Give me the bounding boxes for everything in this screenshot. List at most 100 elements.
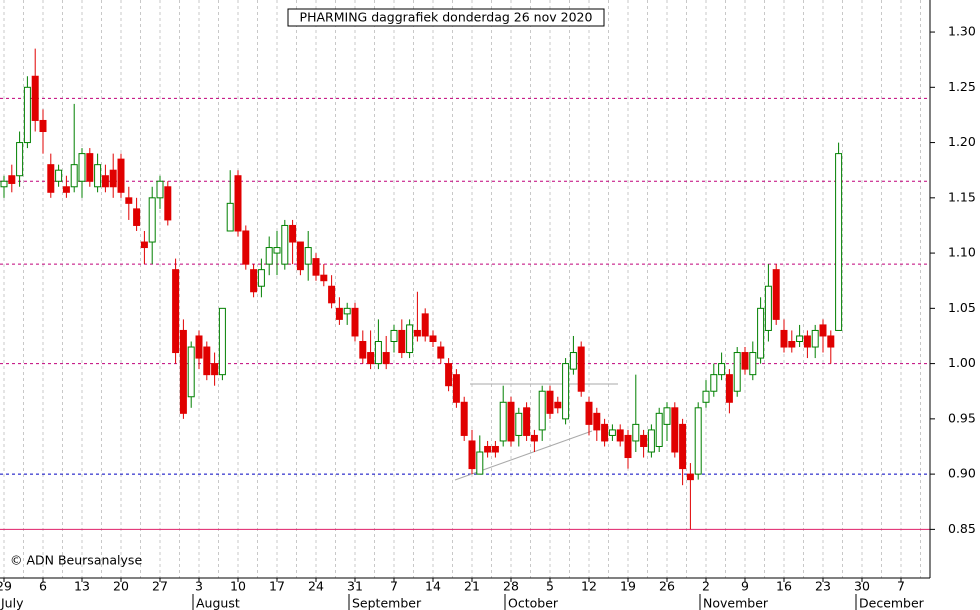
grid bbox=[0, 0, 930, 578]
candle-body bbox=[328, 285, 336, 304]
month-label: July bbox=[0, 596, 24, 610]
x-tick-label: 21 bbox=[464, 579, 480, 594]
candle-body bbox=[0, 180, 8, 188]
candle-body bbox=[117, 158, 125, 193]
candle-body bbox=[803, 335, 811, 348]
candle-body bbox=[187, 346, 195, 398]
x-tick-label: 10 bbox=[230, 579, 246, 594]
y-tick-label: 0.90 bbox=[948, 466, 976, 481]
y-tick-label: 1.25 bbox=[948, 79, 976, 94]
candle-body bbox=[733, 352, 741, 392]
candle-body bbox=[601, 423, 609, 442]
x-tick-label: 7 bbox=[897, 579, 905, 594]
month-label: November bbox=[703, 596, 769, 610]
candle-body bbox=[226, 202, 234, 232]
candle-body bbox=[94, 164, 102, 188]
x-tick-label: 20 bbox=[113, 579, 129, 594]
candle-body bbox=[413, 329, 421, 337]
candle-body bbox=[273, 247, 281, 254]
candle-body bbox=[725, 374, 733, 403]
candle-body bbox=[437, 346, 445, 359]
candle-body bbox=[234, 175, 242, 232]
candle-body bbox=[367, 352, 375, 365]
candle-body bbox=[554, 401, 562, 409]
candle-body bbox=[55, 169, 63, 182]
title-box bbox=[287, 8, 605, 27]
candle-body bbox=[101, 175, 109, 188]
candle-body bbox=[218, 307, 226, 376]
candle-body bbox=[616, 429, 624, 442]
candle-body bbox=[156, 180, 164, 199]
candle-body bbox=[421, 313, 429, 337]
candle-body bbox=[172, 269, 180, 354]
candle-body bbox=[320, 274, 328, 282]
candle-body bbox=[562, 363, 570, 420]
candle-body bbox=[819, 324, 827, 337]
candle-body bbox=[577, 346, 585, 392]
x-tick-label: 2 bbox=[702, 579, 710, 594]
chart-title: PHARMING daggrafiek donderdag 26 nov 202… bbox=[300, 10, 593, 25]
candle-body bbox=[125, 197, 133, 204]
candle-body bbox=[86, 153, 94, 182]
candle-body bbox=[640, 434, 648, 447]
x-tick-label: 29 bbox=[0, 579, 12, 594]
candle-body bbox=[452, 374, 460, 403]
candle-body bbox=[31, 75, 39, 121]
candle-body bbox=[780, 329, 788, 348]
candle-body bbox=[445, 363, 453, 387]
y-tick-label: 1.10 bbox=[948, 245, 976, 260]
candle-body bbox=[663, 407, 671, 425]
candle-body bbox=[23, 86, 31, 144]
x-tick-label: 23 bbox=[815, 579, 831, 594]
candle-body bbox=[242, 230, 250, 265]
month-label: September bbox=[352, 596, 422, 610]
candle-body bbox=[484, 445, 492, 453]
candle-body bbox=[133, 208, 141, 226]
copyright: © ADN Beursanalyse bbox=[10, 553, 142, 568]
candle-body bbox=[788, 340, 796, 348]
candle-body bbox=[281, 224, 289, 265]
x-tick-label: 27 bbox=[152, 579, 168, 594]
candle-body bbox=[62, 186, 70, 193]
candle-body bbox=[195, 335, 203, 359]
candle-body bbox=[835, 153, 843, 331]
x-tick-label: 28 bbox=[503, 579, 519, 594]
x-tick-label: 19 bbox=[620, 579, 636, 594]
candle-body bbox=[289, 224, 297, 243]
x-tick-label: 31 bbox=[347, 579, 363, 594]
candle-body bbox=[632, 423, 640, 442]
x-tick-label: 26 bbox=[659, 579, 675, 594]
candle-body bbox=[335, 307, 343, 320]
candle-body bbox=[515, 412, 523, 436]
candle-body bbox=[624, 434, 632, 459]
candle-body bbox=[78, 153, 86, 182]
x-tick-label: 3 bbox=[195, 579, 203, 594]
x-tick-label: 7 bbox=[390, 579, 398, 594]
candle-body bbox=[70, 164, 78, 188]
candle-body bbox=[343, 307, 351, 315]
x-tick-label: 12 bbox=[581, 579, 597, 594]
candle-body bbox=[429, 335, 437, 342]
month-label: October bbox=[508, 596, 559, 610]
candle-body bbox=[499, 401, 507, 442]
candle-body bbox=[265, 247, 273, 265]
candle-body bbox=[203, 346, 211, 376]
candle-body bbox=[749, 352, 757, 376]
candle-body bbox=[257, 269, 265, 287]
month-label: August bbox=[196, 596, 240, 610]
x-tick-label: 24 bbox=[308, 579, 324, 594]
candle-body bbox=[546, 390, 554, 414]
candle-body bbox=[757, 307, 765, 359]
candle-body bbox=[164, 186, 172, 221]
candle-body bbox=[655, 412, 663, 447]
y-tick-label: 0.85 bbox=[948, 521, 976, 536]
candle-body bbox=[585, 401, 593, 425]
candle-body bbox=[250, 269, 258, 293]
marks bbox=[0, 48, 843, 530]
candle-body bbox=[398, 329, 406, 354]
x-tick-label: 16 bbox=[776, 579, 792, 594]
candle-body bbox=[671, 407, 679, 453]
candle-body bbox=[148, 197, 156, 243]
candle-body bbox=[304, 247, 312, 265]
candle-body bbox=[296, 241, 304, 271]
